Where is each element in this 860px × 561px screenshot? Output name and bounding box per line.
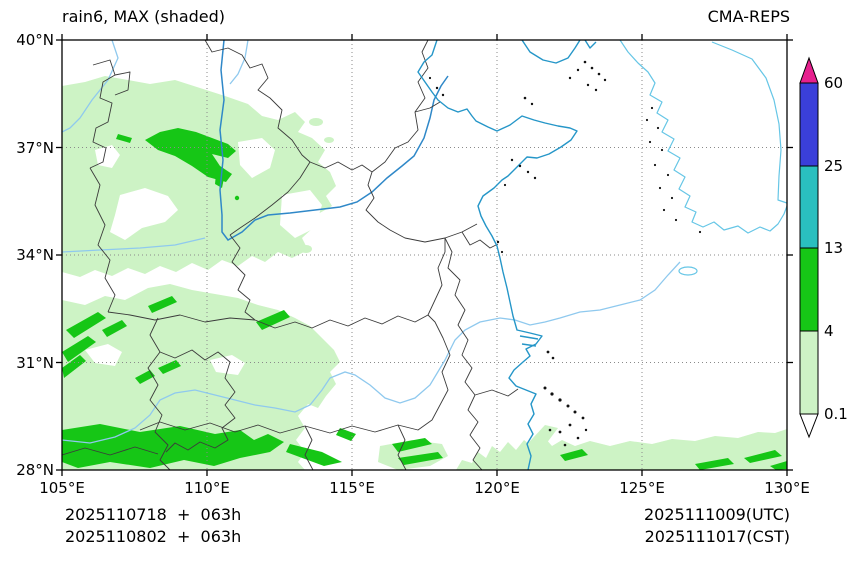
- valid-time-cst: 2025111017(CST): [644, 527, 790, 546]
- x-tick-125e: 125°E: [619, 479, 665, 497]
- colorbar-label-01: 0.1: [824, 405, 848, 423]
- model-name: CMA-REPS: [707, 7, 790, 26]
- colorbar-label-60: 60: [824, 74, 844, 92]
- province-borders: [62, 40, 519, 470]
- colorbar-over-triangle: [799, 56, 819, 84]
- y-tick-37n: 37°N: [16, 139, 54, 157]
- colorbar-seg-25-60: [799, 82, 819, 167]
- coastline-korea: [619, 40, 787, 276]
- colorbar-seg-4-13: [799, 247, 819, 332]
- colorbar-under-triangle: [799, 413, 819, 439]
- init-time-line2: 2025110802 + 063h: [65, 527, 242, 546]
- x-tick-130e: 130°E: [764, 479, 810, 497]
- x-tick-115e: 115°E: [329, 479, 375, 497]
- coastline-china: [417, 40, 597, 470]
- x-tick-120e: 120°E: [474, 479, 520, 497]
- plot-title: rain6, MAX (shaded): [62, 7, 226, 26]
- y-tick-28n: 28°N: [16, 461, 54, 479]
- x-tick-110e: 110°E: [184, 479, 230, 497]
- x-tick-105e: 105°E: [39, 479, 85, 497]
- yellow-river: [219, 40, 449, 241]
- island-specks: [428, 60, 702, 447]
- precip-shading-holes: [85, 90, 322, 375]
- axis-ticks: [56, 34, 793, 476]
- y-tick-40n: 40°N: [16, 31, 54, 49]
- valid-time-utc: 2025111009(UTC): [644, 505, 790, 524]
- colorbar-seg-13-25: [799, 165, 819, 249]
- precip-shading-dark: [62, 128, 787, 470]
- graticule: [62, 40, 787, 470]
- colorbar-seg-01-4: [799, 330, 819, 415]
- y-tick-31n: 31°N: [16, 354, 54, 372]
- colorbar-label-25: 25: [824, 157, 844, 175]
- y-tick-34n: 34°N: [16, 246, 54, 264]
- colorbar-label-4: 4: [824, 322, 834, 340]
- colorbar: [799, 56, 819, 439]
- rivers: [62, 40, 681, 444]
- colorbar-label-13: 13: [824, 239, 844, 257]
- init-time-line1: 2025110718 + 063h: [65, 505, 242, 524]
